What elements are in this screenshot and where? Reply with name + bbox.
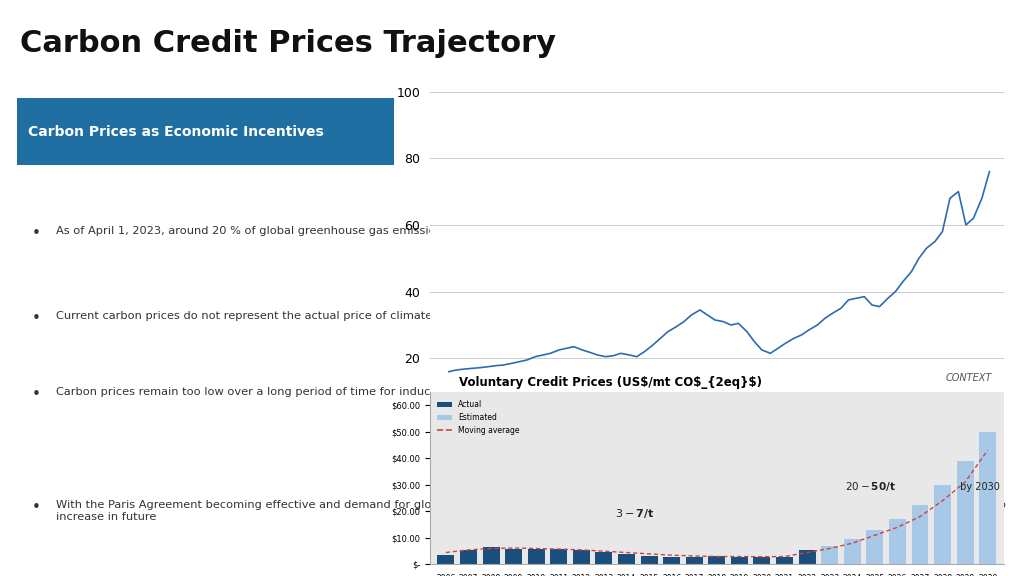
Text: by 2030: by 2030: [957, 482, 1000, 492]
Bar: [911, 505, 929, 564]
Text: •: •: [32, 386, 41, 401]
Text: •: •: [32, 226, 41, 241]
Bar: [686, 556, 702, 564]
Bar: [709, 556, 725, 564]
Text: Carbon Prices as Economic Incentives: Carbon Prices as Economic Incentives: [29, 124, 324, 139]
Bar: [866, 530, 884, 564]
Bar: [460, 550, 477, 564]
Text: As of April 1, 2023, around 20 % of global greenhouse gas emissions are covered : As of April 1, 2023, around 20 % of glob…: [55, 226, 864, 236]
Bar: [641, 556, 657, 564]
Bar: [505, 548, 522, 564]
Bar: [527, 549, 545, 564]
Bar: [821, 546, 839, 564]
Text: Carbon prices remain too low over a long period of time for inducing effective c: Carbon prices remain too low over a long…: [55, 386, 586, 397]
Bar: [664, 556, 680, 564]
Text: •: •: [32, 500, 41, 515]
Bar: [482, 547, 500, 564]
Text: •: •: [32, 311, 41, 326]
Bar: [979, 431, 996, 564]
Bar: [731, 556, 748, 564]
FancyBboxPatch shape: [16, 98, 394, 165]
Bar: [776, 556, 793, 564]
Bar: [572, 550, 590, 564]
Bar: [956, 461, 974, 564]
Bar: [595, 552, 612, 564]
Text: Carbon Credit Prices Trajectory: Carbon Credit Prices Trajectory: [20, 29, 556, 58]
Bar: [889, 520, 906, 564]
Text: Current carbon prices do not represent the actual price of climate induced impac: Current carbon prices do not represent t…: [55, 311, 613, 321]
Text: $20-$50/t: $20-$50/t: [846, 480, 896, 493]
Bar: [437, 555, 455, 564]
Legend: Actual, Estimated, Moving average: Actual, Estimated, Moving average: [434, 397, 523, 438]
Text: With the Paris Agreement becoming effective and demand for global carbon credits: With the Paris Agreement becoming effect…: [55, 500, 1006, 522]
Text: CONTEXT: CONTEXT: [946, 373, 992, 383]
Bar: [844, 539, 861, 564]
Bar: [754, 557, 770, 564]
Bar: [618, 554, 635, 564]
Text: Voluntary Credit Prices (US$/mt CO$_{2eq}$): Voluntary Credit Prices (US$/mt CO$_{2eq…: [459, 376, 762, 389]
Text: $3-$7/t: $3-$7/t: [615, 507, 654, 520]
Bar: [550, 548, 567, 564]
Bar: [934, 485, 951, 564]
Bar: [799, 550, 815, 564]
